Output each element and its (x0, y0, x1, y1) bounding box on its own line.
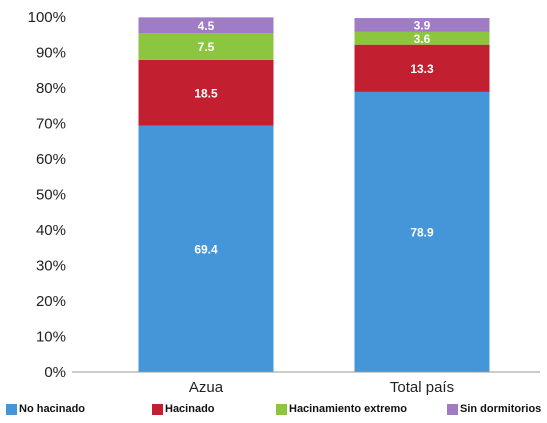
data-label: 13.3 (410, 62, 434, 76)
y-tick-label: 10% (36, 329, 66, 346)
category-label: Total país (390, 379, 454, 396)
legend-label: Sin dormitorios (460, 403, 542, 415)
legend-swatch (447, 403, 458, 415)
category-label: Azua (189, 379, 224, 396)
y-tick-label: 100% (28, 9, 66, 26)
x-axis-labels: Azua Total país (189, 379, 454, 396)
data-label: 7.5 (198, 40, 215, 54)
bar-segment (354, 44, 490, 92)
y-tick-label: 20% (36, 293, 66, 310)
legend-label: No hacinado (19, 403, 86, 415)
stacked-bar-chart: 0% 10% 20% 30% 40% 50% 60% 70% 80% 90% 100% 69.4 18… (28, 9, 540, 396)
legend-item: Hacinamiento extremo (276, 403, 407, 415)
bar-segment (138, 17, 274, 34)
y-tick-label: 80% (36, 80, 66, 97)
bar-segment (138, 125, 274, 372)
y-tick-label: 30% (36, 258, 66, 275)
data-label: 78.9 (410, 225, 434, 239)
legend-item: Sin dormitorios (447, 403, 541, 415)
y-tick-label: 70% (36, 116, 66, 133)
legend-swatch (152, 403, 163, 415)
bar-segment (138, 33, 274, 60)
bar-segment (354, 91, 490, 372)
legend-label: Hacinado (165, 403, 215, 415)
segment-labels: 69.4 18.5 7.5 4.5 78.9 13.3 3.63.9 (194, 18, 434, 256)
y-tick-label: 50% (36, 187, 66, 204)
bar-segment (354, 31, 490, 45)
legend: No hacinado Hacinado Hacinamiento extremo S… (0, 403, 547, 421)
legend-label: Hacinamiento extremo (289, 403, 407, 415)
legend-swatch (6, 403, 17, 415)
data-label: 18.5 (194, 86, 218, 100)
legend-item: No hacinado (6, 403, 85, 415)
y-tick-label: 40% (36, 222, 66, 239)
data-label: 3.6 (414, 32, 431, 46)
bar-segment (354, 18, 490, 32)
legend-swatch (276, 403, 287, 415)
y-tick-label: 60% (36, 151, 66, 168)
y-tick-label: 90% (36, 45, 66, 62)
data-label: 69.4 (194, 242, 218, 256)
data-label: 4.5 (198, 19, 215, 33)
y-tick-label: 0% (44, 364, 66, 381)
bar-segment (138, 59, 274, 126)
data-label: 3.9 (414, 18, 431, 32)
legend-item: Hacinado (152, 403, 215, 415)
y-axis-ticks: 0% 10% 20% 30% 40% 50% 60% 70% 80% 90% 100% (28, 9, 66, 381)
bars (138, 17, 490, 372)
